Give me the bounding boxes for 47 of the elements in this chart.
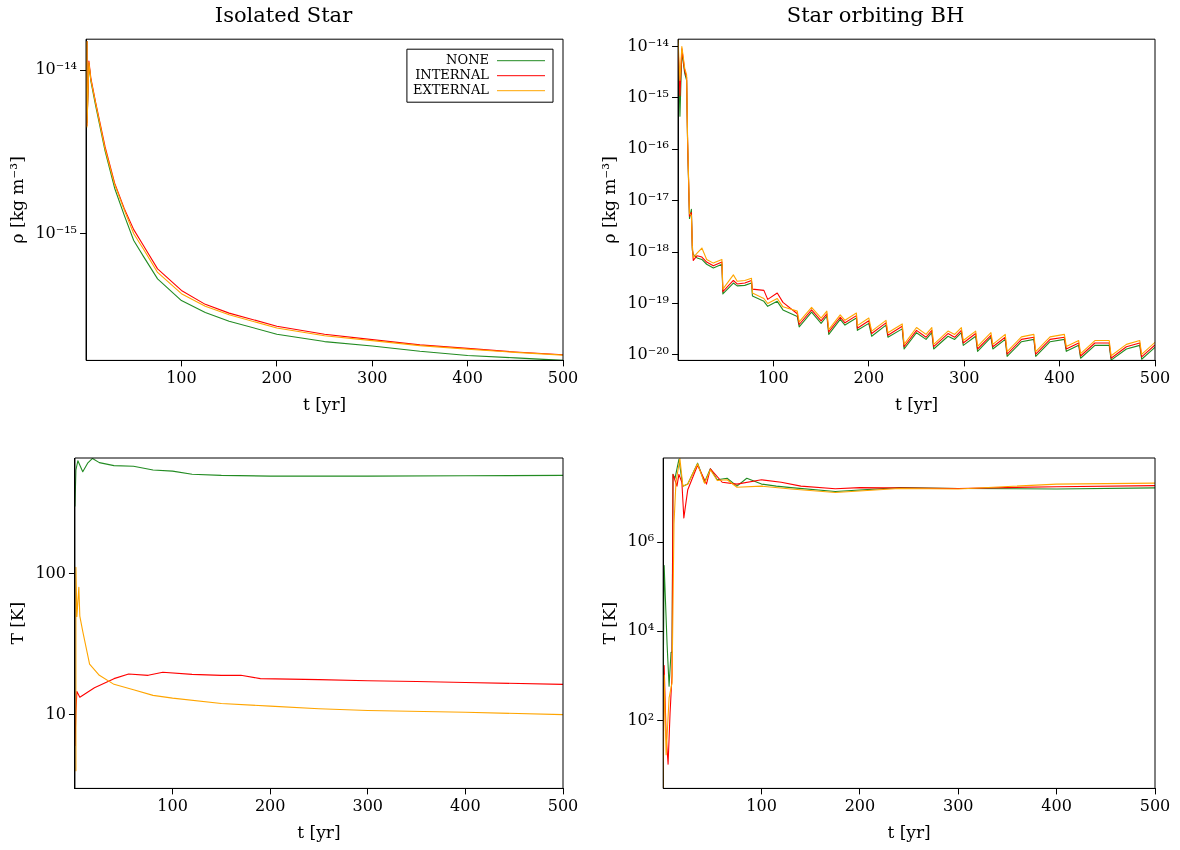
- x-tick-label: 400: [1041, 796, 1072, 816]
- legend-label: INTERNAL: [415, 67, 490, 83]
- x-tick-label: 500: [1139, 368, 1171, 388]
- x-tick-label: 300: [356, 368, 388, 388]
- x-tick-label: 400: [450, 796, 481, 816]
- x-tick-label: 500: [547, 796, 579, 816]
- legend-label: EXTERNAL: [412, 82, 490, 98]
- x-tick-label: 300: [943, 796, 974, 816]
- x-axis-title: t [yr]: [894, 394, 939, 415]
- legend-label: NONE: [446, 52, 489, 68]
- y-axis-title: ρ [kg m⁻³]: [6, 156, 27, 244]
- y-tick-label: 10⁻¹⁴: [35, 59, 78, 79]
- x-tick-label: 200: [844, 796, 876, 816]
- x-axis-title: t [yr]: [887, 822, 931, 843]
- y-tick-label: 10⁻¹⁸: [627, 241, 670, 261]
- x-tick-label: 100: [758, 368, 789, 388]
- y-tick-label: 10⁻²⁰: [627, 344, 670, 364]
- x-tick-label: 400: [452, 368, 483, 388]
- y-axis-title: T [K]: [598, 601, 619, 645]
- y-tick-label: 10⁻¹⁹: [627, 292, 670, 312]
- x-tick-label: 100: [746, 796, 777, 816]
- y-tick-label: 10⁻¹⁶: [627, 138, 670, 158]
- x-axis-title: t [yr]: [297, 822, 341, 843]
- x-tick-label: 100: [157, 796, 188, 816]
- x-tick-label: 200: [254, 796, 286, 816]
- x-tick-label: 200: [261, 368, 293, 388]
- x-tick-label: 400: [1044, 368, 1075, 388]
- y-tick-label: 100: [35, 562, 66, 582]
- chart-title: Isolated Star: [214, 3, 354, 28]
- y-tick-label: 10: [45, 703, 66, 723]
- x-tick-label: 300: [948, 368, 980, 388]
- y-axis-title: ρ [kg m⁻³]: [598, 156, 619, 244]
- x-tick-label: 300: [352, 796, 384, 816]
- y-tick-label: 10⁶: [627, 531, 655, 551]
- chart-title: Star orbiting BH: [786, 3, 965, 28]
- y-tick-label: 10²: [627, 709, 655, 729]
- y-tick-label: 10⁴: [627, 620, 655, 640]
- y-axis-title: T [K]: [6, 601, 27, 645]
- y-tick-label: 10⁻¹⁷: [627, 189, 670, 209]
- x-tick-label: 200: [853, 368, 885, 388]
- y-tick-label: 10⁻¹⁵: [35, 222, 78, 242]
- y-tick-label: 10⁻¹⁴: [627, 35, 670, 55]
- x-axis-title: t [yr]: [302, 394, 347, 415]
- x-tick-label: 500: [547, 368, 579, 388]
- x-tick-label: 100: [166, 368, 197, 388]
- y-tick-label: 10⁻¹⁵: [627, 87, 670, 107]
- x-tick-label: 500: [1139, 796, 1171, 816]
